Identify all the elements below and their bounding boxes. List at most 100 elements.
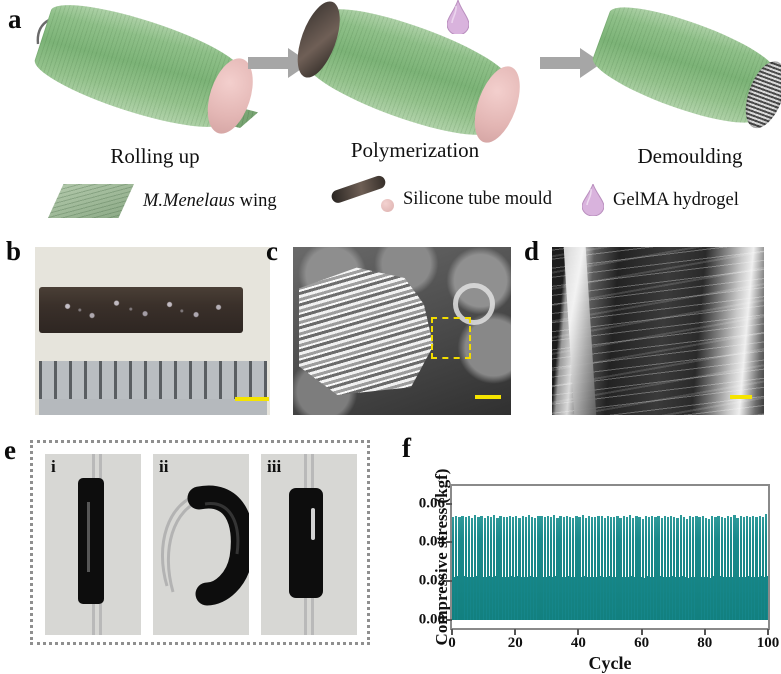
chart-cycle-spike bbox=[531, 516, 534, 621]
chart-y-tick-label: 0.02 bbox=[418, 572, 445, 589]
chart-cycle-spike bbox=[546, 515, 550, 621]
panel-b-photograph bbox=[35, 247, 270, 415]
chart-cycle-spike bbox=[499, 516, 502, 621]
chart-cycle-spike bbox=[733, 515, 736, 621]
chart-cycle-spike bbox=[666, 517, 670, 621]
chart-cycle-ramp bbox=[530, 576, 531, 621]
chart-cycle-spike bbox=[689, 516, 692, 621]
chart-cycle-spike bbox=[581, 515, 584, 621]
chart-cycle-ramp bbox=[479, 576, 481, 621]
chart-cycle-spike bbox=[480, 516, 483, 621]
chart-cycle-ramp bbox=[552, 576, 554, 621]
chart-cycle-ramp bbox=[470, 576, 471, 621]
chart-cycle-spike bbox=[549, 516, 553, 621]
chart-cycle-spike bbox=[635, 516, 638, 621]
chart-cycle-ramp bbox=[580, 576, 582, 621]
chart-cycle-spike bbox=[540, 516, 543, 621]
chart-cycle-ramp bbox=[507, 577, 509, 621]
hydrogel-droplet-legend-icon bbox=[582, 184, 604, 216]
chart-cycle-spike bbox=[537, 515, 540, 621]
chart-cycle-ramp bbox=[599, 576, 601, 621]
chart-cycle-spike bbox=[527, 515, 531, 621]
silicone-rod-icon bbox=[329, 174, 394, 212]
chart-cycle-spike bbox=[745, 515, 749, 621]
chart-cycle-ramp bbox=[634, 577, 636, 621]
chart-cycle-spike bbox=[518, 517, 521, 621]
chart-cycle-spike bbox=[587, 516, 591, 621]
chart-cycle-spike bbox=[670, 515, 673, 621]
chart-cycle-spike bbox=[559, 516, 562, 621]
chart-cycle-ramp bbox=[590, 576, 592, 621]
chart-cycle-spike bbox=[578, 516, 581, 621]
chart-cycle-spike bbox=[761, 516, 764, 621]
chart-cycle-spike bbox=[749, 517, 752, 621]
green-wing-sheet-icon bbox=[48, 184, 134, 218]
chart-cycle-ramp bbox=[577, 576, 579, 621]
chart-cycle-spike bbox=[553, 515, 556, 621]
panel-label-d: d bbox=[524, 236, 539, 266]
chart-cycle-spike bbox=[695, 515, 698, 621]
chart-cycle-ramp bbox=[732, 576, 734, 621]
chart-cycle-spike bbox=[467, 516, 471, 621]
chart-cycle-ramp bbox=[681, 576, 683, 621]
chart-cycle-ramp bbox=[713, 576, 715, 621]
chart-cycle-ramp bbox=[763, 576, 765, 621]
chart-y-tick-label: 0.04 bbox=[418, 533, 445, 550]
chart-y-tick-mark bbox=[446, 541, 452, 544]
chart-cycle-spike bbox=[622, 516, 625, 621]
chart-x-tick-label: 60 bbox=[634, 635, 650, 651]
chart-cycle-spike bbox=[524, 517, 527, 621]
chart-cycle-ramp bbox=[586, 577, 588, 621]
chart-cycle-ramp bbox=[596, 577, 598, 621]
chart-cycle-ramp bbox=[511, 576, 513, 621]
chart-cycle-spike bbox=[474, 515, 477, 621]
chart-cycle-ramp bbox=[665, 576, 667, 621]
sem-ring-artifact bbox=[453, 283, 495, 325]
polymerizing-cylinder bbox=[289, 0, 529, 149]
chart-cycle-spike bbox=[452, 516, 455, 621]
chart-cycle-spike bbox=[515, 515, 518, 621]
chart-cycle-ramp bbox=[710, 577, 712, 621]
process-arrow-2-icon bbox=[540, 48, 602, 78]
chart-cycle-ramp bbox=[495, 576, 497, 621]
stage-caption-polymerization: Polymerization bbox=[350, 138, 480, 162]
chart-cycle-spike bbox=[508, 515, 512, 621]
panel-e-subpanel-i: i bbox=[45, 454, 141, 635]
chart-cycle-ramp bbox=[545, 577, 547, 621]
chart-x-axis-label: Cycle bbox=[588, 653, 632, 673]
chart-cycle-ramp bbox=[643, 577, 645, 621]
chart-cycle-spike bbox=[755, 517, 758, 621]
chart-cycle-spike bbox=[657, 515, 660, 621]
chart-cycle-spike bbox=[736, 517, 739, 621]
chart-cycle-ramp bbox=[653, 576, 655, 621]
chart-cycle-ramp bbox=[729, 576, 731, 621]
chart-x-tick-label: 80 bbox=[697, 635, 713, 651]
chart-cycle-spike bbox=[455, 515, 458, 621]
sample-specular-highlight bbox=[311, 508, 315, 540]
rolled-specimen-sem bbox=[299, 267, 434, 395]
chart-cycle-ramp bbox=[564, 576, 566, 621]
chart-cycle-spike bbox=[701, 516, 704, 621]
chart-cycle-ramp bbox=[561, 576, 563, 621]
chart-cycle-ramp bbox=[485, 577, 487, 621]
chart-x-tick-mark bbox=[767, 629, 769, 635]
chart-cycle-spike bbox=[591, 516, 594, 621]
chart-cycle-ramp bbox=[656, 576, 658, 621]
chart-cycle-ramp bbox=[593, 576, 595, 621]
chart-cycle-spike bbox=[562, 517, 565, 621]
chart-y-tick-mark bbox=[446, 580, 452, 583]
chart-cycle-spike bbox=[723, 517, 727, 621]
chart-cycle-ramp bbox=[539, 576, 541, 621]
panel-a: a Rolling up Polymerization bbox=[0, 0, 781, 228]
chart-cycle-ramp bbox=[637, 576, 639, 621]
subpanel-label-iii: iii bbox=[267, 457, 282, 476]
chart-cycle-spike bbox=[704, 517, 708, 621]
chart-cycle-ramp bbox=[533, 576, 535, 621]
chart-cycle-spike bbox=[584, 517, 587, 621]
chart-cycle-spike bbox=[619, 517, 622, 621]
chart-cycle-ramp bbox=[659, 576, 661, 621]
chart-cycle-ramp bbox=[473, 577, 475, 621]
panel-e-subpanel-iii: iii bbox=[261, 454, 357, 635]
chart-cycle-spike bbox=[502, 516, 505, 621]
sample-highlight bbox=[87, 502, 90, 572]
